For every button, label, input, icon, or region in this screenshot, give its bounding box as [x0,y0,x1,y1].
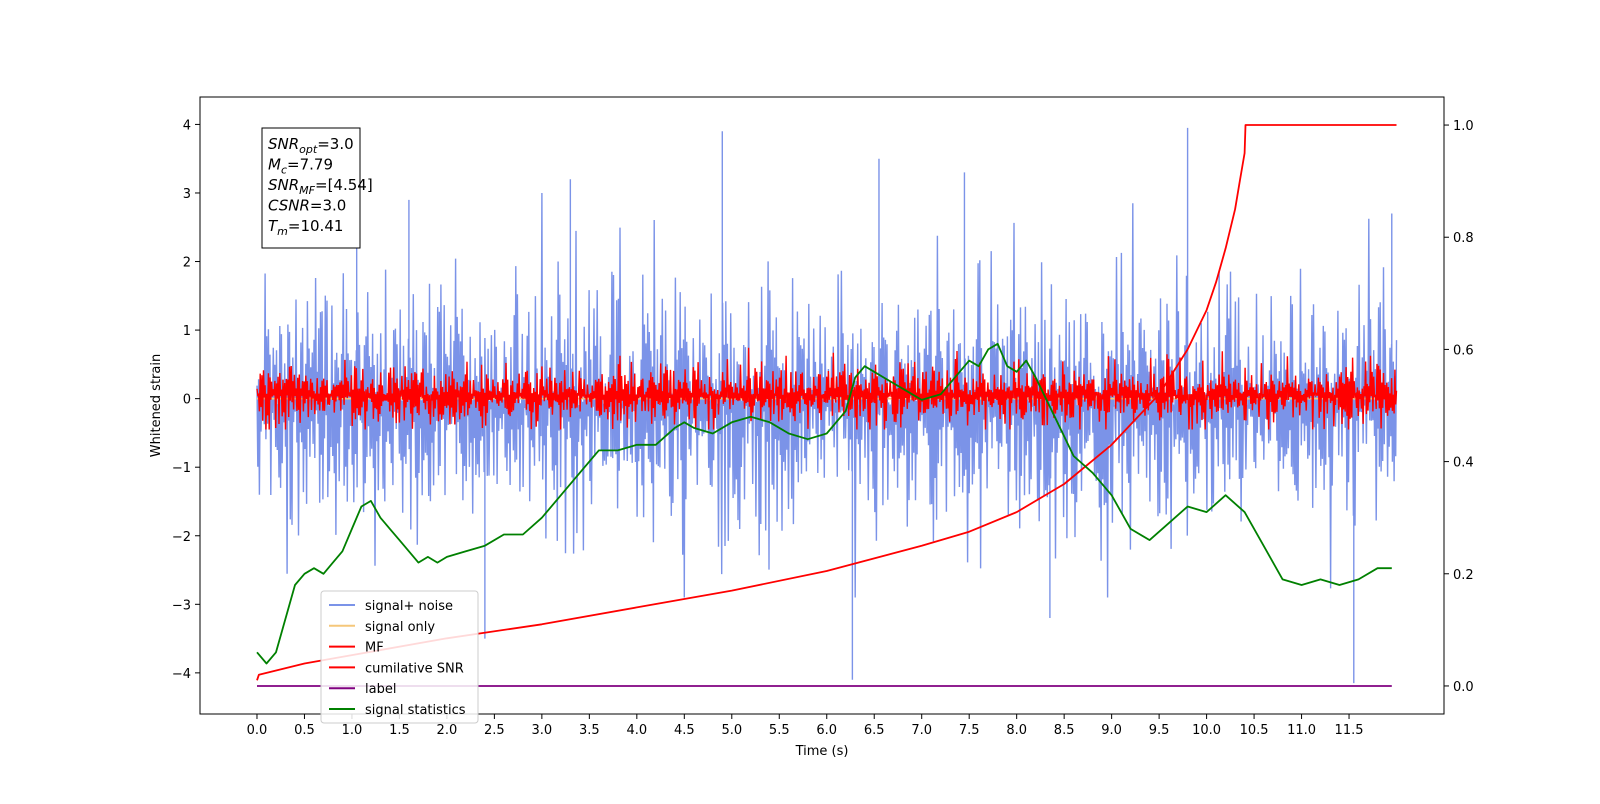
y-axis-label: Whitened strain [149,354,164,457]
y2-tick-label: 1.0 [1453,119,1474,134]
x-tick-label: 7.5 [959,723,980,738]
legend-frame [320,590,479,724]
y-tick-label: 4 [183,118,191,133]
x-axis-label: Time (s) [795,744,849,759]
annotation-line: Mc=7.79 [268,156,333,177]
annotation-variable: SNR [268,176,299,194]
annotation-value: =7.79 [287,156,333,174]
x-tick-label: 7.0 [911,723,932,738]
plot-area [256,124,1398,687]
x-tick-label: 1.5 [389,723,410,738]
legend-label: signal only [365,620,435,635]
series-signal-statistics [256,342,1392,665]
annotation-subscript: m [277,225,288,238]
x-tick-label: 2.0 [437,723,458,738]
x-tick-label: 0.5 [294,723,315,738]
annotation-value: =3.0 [317,135,353,153]
annotation-subscript: opt [299,143,318,156]
y2-tick-label: 0.8 [1453,231,1474,246]
annotation-line: Tm=10.41 [268,217,343,238]
y-tick-label: −4 [172,667,191,682]
y-tick-label: −2 [172,530,191,545]
x-tick-label: 3.5 [579,723,600,738]
x-tick-label: 5.0 [721,723,742,738]
y2-tick-label: 0.6 [1453,343,1474,358]
x-tick-label: 9.0 [1101,723,1122,738]
annotation-value: =3.0 [310,197,346,215]
legend-label: label [365,682,396,697]
legend-label: signal+ noise [365,599,453,614]
legend-label: MF [365,641,384,656]
legend: signal+ noise signal only MF cumilative SNR… [320,590,479,724]
annotation-line: SNRMF=[4.54] [268,176,373,197]
annotation-box: SNRopt=3.0Mc=7.79SNRMF=[4.54]CSNR=3.0Tm=… [261,127,373,249]
x-tick-label: 4.5 [674,723,695,738]
x-tick-label: 10.0 [1192,723,1221,738]
y-tick-label: −1 [172,461,191,476]
y2-tick-label: 0.2 [1453,568,1474,583]
x-tick-label: 8.5 [1054,723,1075,738]
annotation-line: CSNR=3.0 [268,197,346,215]
annotation-variable: T [268,217,279,235]
plot-frame [199,96,1445,715]
annotation-variable: M [268,156,281,174]
x-tick-label: 10.5 [1240,723,1269,738]
x-tick-label: 11.5 [1335,723,1364,738]
x-tick-label: 8.0 [1006,723,1027,738]
y2-tick-label: 0.4 [1453,456,1474,471]
y-tick-label: −3 [172,598,191,613]
annotation-variable: CSNR [268,197,310,215]
axes: 0.0 0.5 1.0 1.5 2.0 2.5 3.0 3.5 4.0 4.5 5.0 5.5 6.0 6… [149,96,1474,759]
legend-label: signal statistics [365,703,466,718]
x-tick-label: 6.5 [864,723,885,738]
y2-tick-label: 0.0 [1453,680,1474,695]
plot-inner [256,124,1398,687]
annotation-variable: SNR [268,135,299,153]
annotation-value: =[4.54] [315,176,373,194]
x-tick-label: 5.5 [769,723,790,738]
x-tick-label: 0.0 [247,723,268,738]
annotation-frame [261,127,361,249]
legend-label: cumilative SNR [365,661,464,676]
x-tick-label: 4.0 [626,723,647,738]
y-tick-label: 2 [183,256,191,271]
annotation-line: SNRopt=3.0 [268,135,354,156]
y-tick-label: 0 [183,393,191,408]
annotation-subscript: c [281,164,287,177]
annotation-value: =10.41 [288,217,344,235]
noise-spikes [355,127,1393,684]
x-tick-label: 6.0 [816,723,837,738]
y-tick-label: 1 [183,324,191,339]
y-tick-label: 3 [183,187,191,202]
series-line [256,347,1398,430]
x-tick-label: 9.5 [1149,723,1170,738]
series-line [256,342,1392,665]
x-tick-label: 3.0 [532,723,553,738]
x-tick-label: 11.0 [1287,723,1316,738]
x-tick-label: 2.5 [484,723,505,738]
x-tick-label: 1.0 [342,723,363,738]
annotation-subscript: MF [299,184,315,197]
series-mf [256,347,1398,430]
